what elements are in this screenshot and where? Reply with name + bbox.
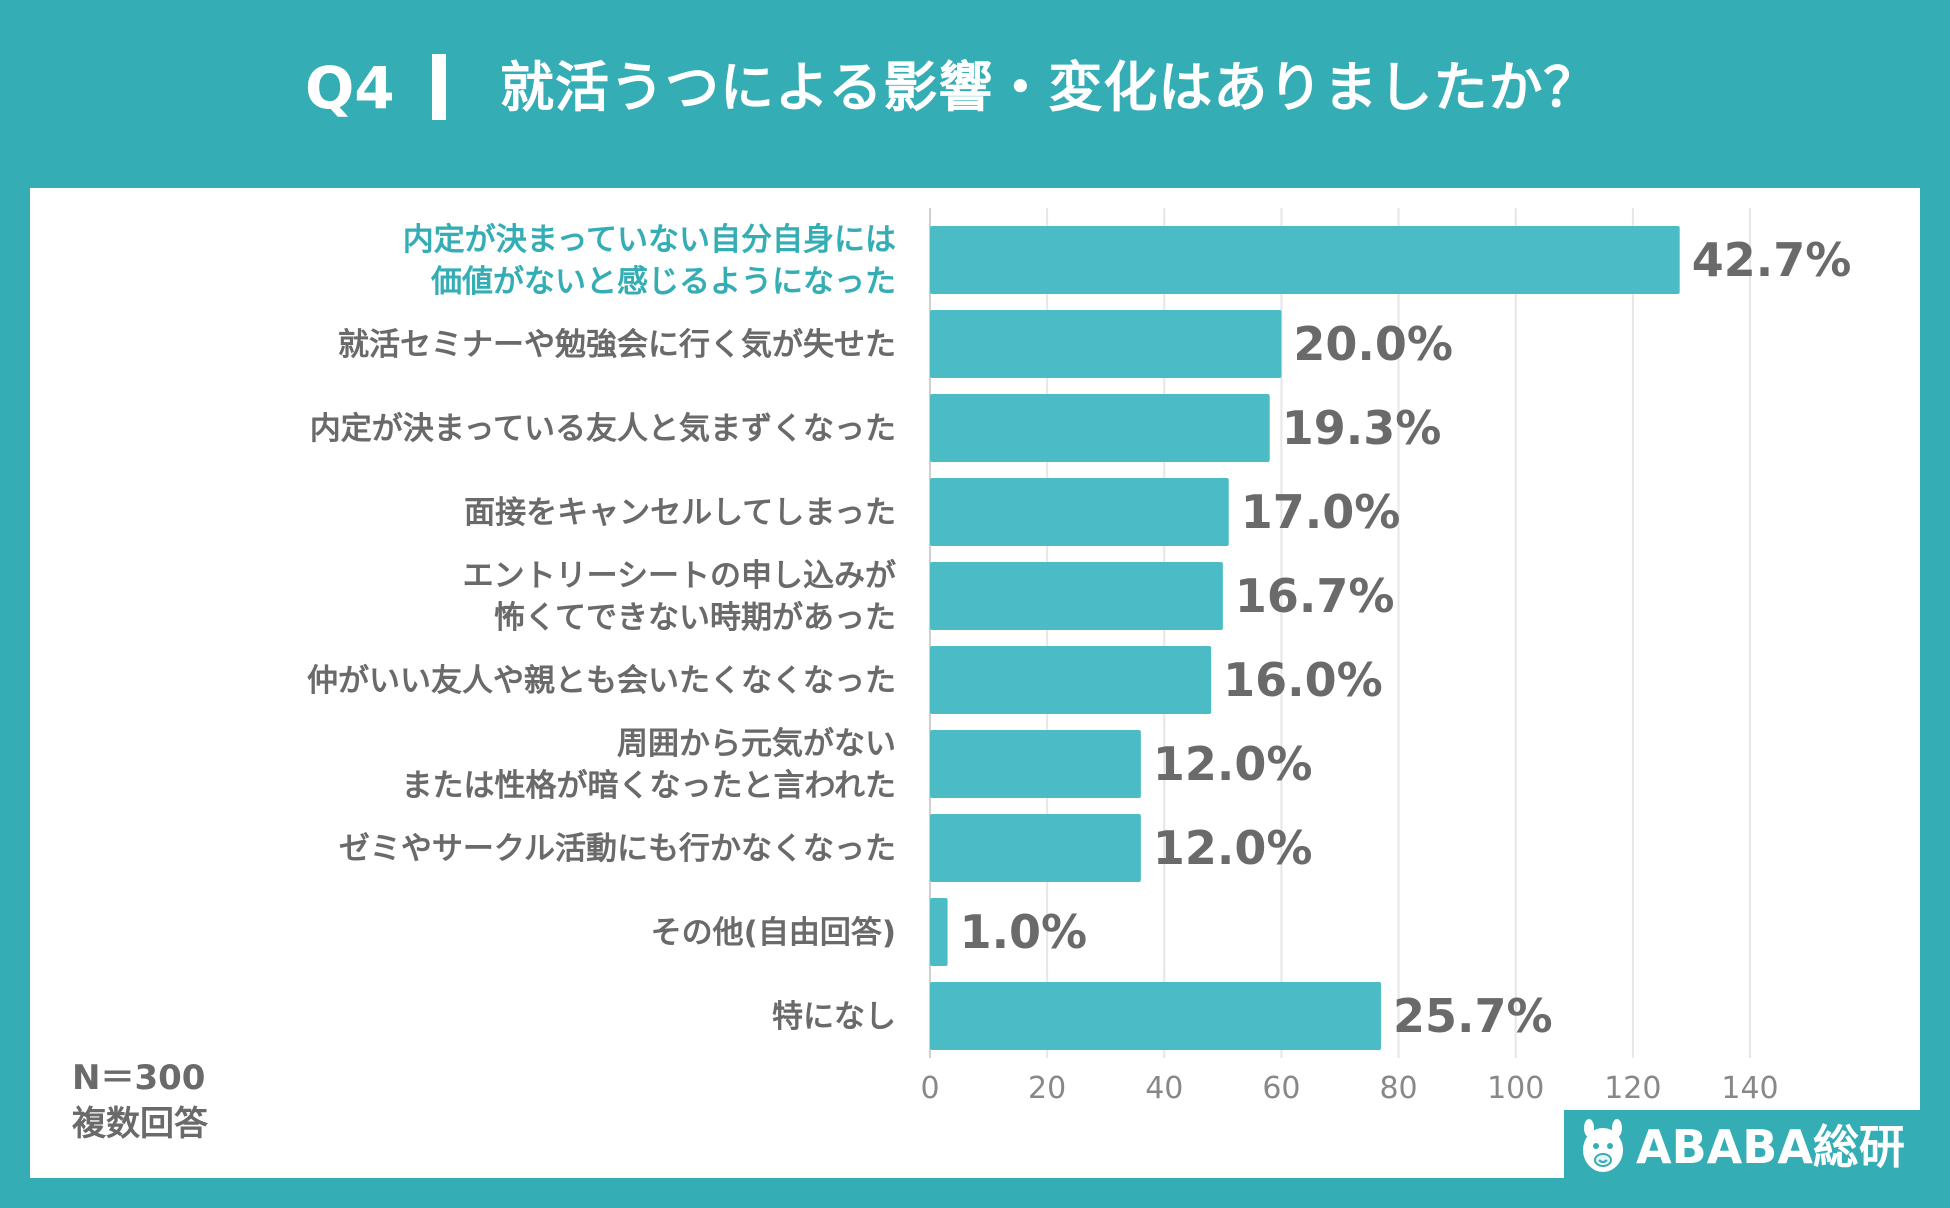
x-tick-label: 140 bbox=[1721, 1071, 1778, 1106]
bar-2 bbox=[930, 394, 1270, 462]
bar-0 bbox=[930, 226, 1680, 294]
brand-name: ABABA総研 bbox=[1636, 1120, 1905, 1174]
x-tick-label: 20 bbox=[1028, 1071, 1066, 1106]
header: Q4 就活うつによる影響・変化はありましたか？ bbox=[0, 0, 1950, 180]
data-label: 25.7% bbox=[1393, 989, 1553, 1043]
x-tick-label: 0 bbox=[920, 1071, 939, 1106]
multiple-answer-note: 複数回答 bbox=[72, 1104, 208, 1144]
bar-1 bbox=[930, 310, 1282, 378]
question-title: 就活うつによる影響・変化はありましたか？ bbox=[500, 56, 1599, 119]
category-label: エントリーシートの申し込みが bbox=[463, 558, 896, 594]
data-label: 1.0% bbox=[960, 905, 1088, 959]
category-label: 特になし bbox=[772, 999, 896, 1035]
bar-5 bbox=[930, 646, 1212, 714]
data-label: 20.0% bbox=[1293, 317, 1453, 371]
question-number: Q4 bbox=[305, 54, 395, 122]
data-label: 16.7% bbox=[1235, 569, 1395, 623]
sample-size: N＝300 bbox=[72, 1058, 206, 1098]
category-label: 内定が決まっていない自分自身には bbox=[403, 222, 896, 258]
x-tick-label: 60 bbox=[1262, 1071, 1300, 1106]
x-tick-label: 80 bbox=[1379, 1071, 1417, 1106]
x-tick-label: 40 bbox=[1145, 1071, 1183, 1106]
x-tick-label: 100 bbox=[1487, 1071, 1544, 1106]
data-label: 16.0% bbox=[1223, 653, 1383, 707]
bar-9 bbox=[930, 982, 1381, 1050]
title-divider bbox=[432, 54, 446, 120]
bar-6 bbox=[930, 730, 1141, 798]
data-label: 17.0% bbox=[1241, 485, 1401, 539]
bar-8 bbox=[930, 898, 948, 966]
category-label: 就活セミナーや勉強会に行く気が失せた bbox=[338, 327, 896, 363]
bar-3 bbox=[930, 478, 1229, 546]
data-label: 12.0% bbox=[1153, 737, 1313, 791]
category-label: 怖くてできない時期があった bbox=[494, 600, 896, 636]
bar-4 bbox=[930, 562, 1223, 630]
category-label: 価値がないと感じるようになった bbox=[430, 264, 896, 300]
category-label: ゼミやサークル活動にも行かなくなった bbox=[339, 831, 896, 867]
bar-7 bbox=[930, 814, 1141, 882]
category-label: 周囲から元気がない bbox=[617, 726, 896, 762]
bar-chart: 0 20 40 60 80 100 120 140 42.7% 内定が決まっていない自分自身には価… bbox=[307, 208, 1852, 1106]
category-label: 仲がいい友人や親とも会いたくなくなった bbox=[307, 663, 896, 699]
data-label: 42.7% bbox=[1692, 233, 1852, 287]
category-label: 内定が決まっている友人と気まずくなった bbox=[310, 411, 896, 447]
brand-badge: ABABA総研 bbox=[1564, 1110, 1920, 1184]
footnote: N＝300 複数回答 bbox=[72, 1055, 208, 1147]
category-label: または性格が暗くなったと言われた bbox=[402, 768, 896, 804]
category-label: その他(自由回答) bbox=[651, 915, 896, 951]
alpaca-logo-icon bbox=[1583, 1119, 1623, 1172]
x-tick-label: 120 bbox=[1604, 1071, 1661, 1106]
category-label: 面接をキャンセルしてしまった bbox=[464, 495, 896, 531]
data-label: 19.3% bbox=[1282, 401, 1442, 455]
chart-panel: 0 20 40 60 80 100 120 140 42.7% 内定が決まっていない自分自身には価… bbox=[30, 188, 1920, 1178]
data-label: 12.0% bbox=[1153, 821, 1313, 875]
